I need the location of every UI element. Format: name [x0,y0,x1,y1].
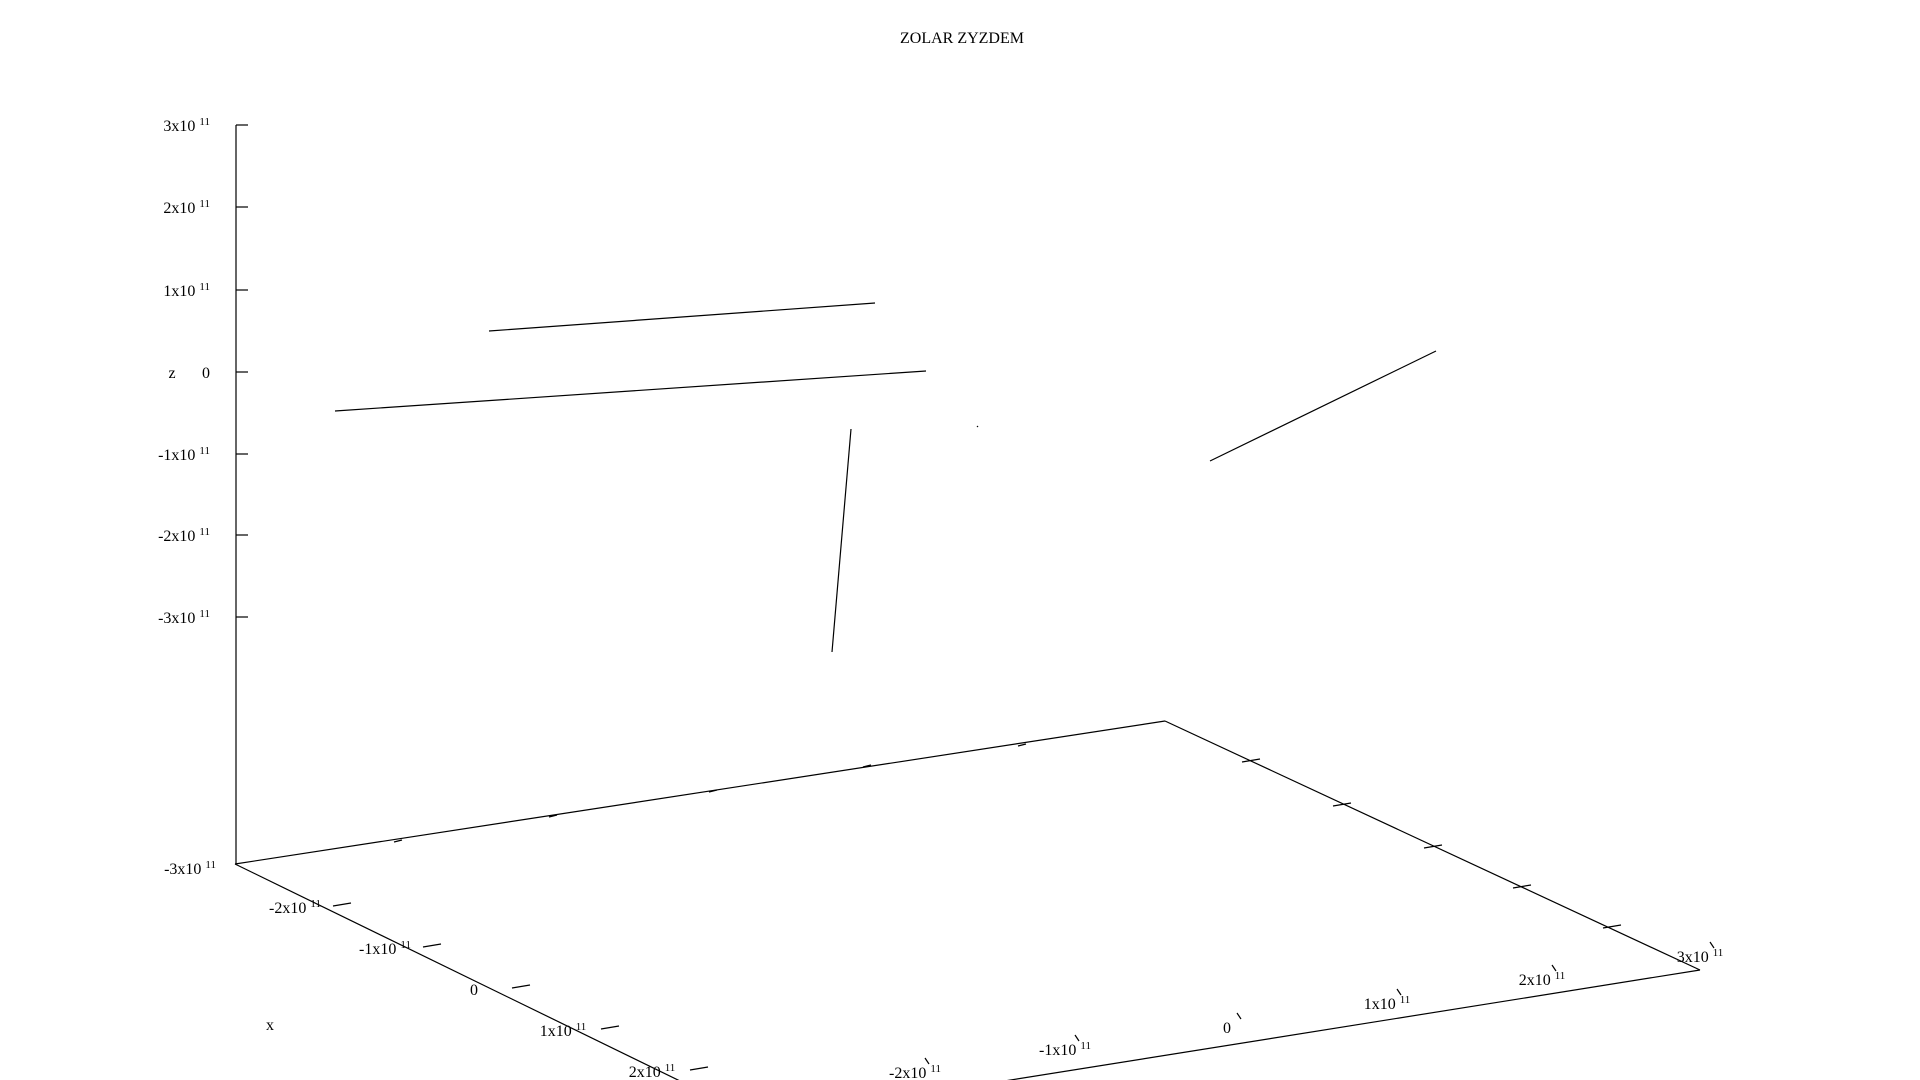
y-tick-label: 1x10 11 [1364,994,1411,1013]
back-edge-tick [862,764,872,768]
x-axis-tick [511,984,531,989]
x-axis-tick [332,902,352,907]
right-edge-tick [1241,758,1261,763]
x-tick-label: 1x10 11 [540,1021,587,1040]
right-edge-tick [1602,924,1622,929]
base-edge-left [234,863,680,1080]
right-edge-tick [1332,802,1352,807]
base-edge-right [1164,720,1701,971]
z-tick-label: -3x10 11 [158,608,210,627]
y-tick-label: -1x10 11 [1039,1040,1091,1059]
z-axis-label: z [168,365,175,382]
right-edge-tick [1423,844,1443,849]
tick-labels-group: -3x10 11 -2x10 11 -1x10 11 0 1x10 11 2x10 11 3x10 11… [158,116,1723,1080]
z-tick-label: 2x10 11 [163,198,210,217]
y-axis-tick [1074,1034,1080,1042]
base-edge-back [234,720,1166,865]
x-tick-label: 2x10 11 [629,1062,676,1080]
x-tick-label: 0 [470,982,478,999]
x-tick-label: -1x10 11 [359,939,411,958]
x-axis-label: x [266,1017,274,1034]
orbit-segment-4 [1209,350,1437,462]
y-tick-label: 2x10 11 [1519,970,1566,989]
x-axis-tick [422,943,442,948]
y-axis-tick [1396,988,1402,996]
z-tick-label: -1x10 11 [158,445,210,464]
orbit-segment-1 [488,302,876,332]
chart-title: ZOLAR ZYZDEM [900,30,1024,47]
orbit-segment-3 [831,428,852,653]
x-tick-label: -2x10 11 [269,898,321,917]
y-axis-tick [924,1057,930,1065]
base-edge-front [1006,969,1701,1080]
y-axis-tick [1709,941,1715,949]
axes-group [234,124,1715,1080]
series-group [334,302,1437,653]
x-axis-tick [600,1025,620,1030]
z-tick-label: 0 [202,365,210,382]
z-floor-label: -3x10 11 [164,859,216,878]
z-tick-label: -2x10 11 [158,526,210,545]
back-edge-tick [548,814,558,818]
x-axis-tick [689,1066,709,1071]
right-edge-tick [1512,884,1532,889]
y-tick-label: 3x10 11 [1677,947,1724,966]
z-tick-label: 1x10 11 [163,281,210,300]
y-axis-tick [1551,964,1557,972]
back-edge-tick [393,839,403,843]
y-axis-tick [1236,1012,1242,1020]
back-edge-tick [1017,743,1027,747]
orbit-segment-5 [976,425,979,428]
back-edge-tick [708,789,718,793]
y-tick-label: -2x10 11 [889,1063,941,1080]
y-tick-label: 0 [1223,1020,1231,1037]
orbit-segment-2 [334,370,927,412]
z-tick-label: 3x10 11 [163,116,210,135]
